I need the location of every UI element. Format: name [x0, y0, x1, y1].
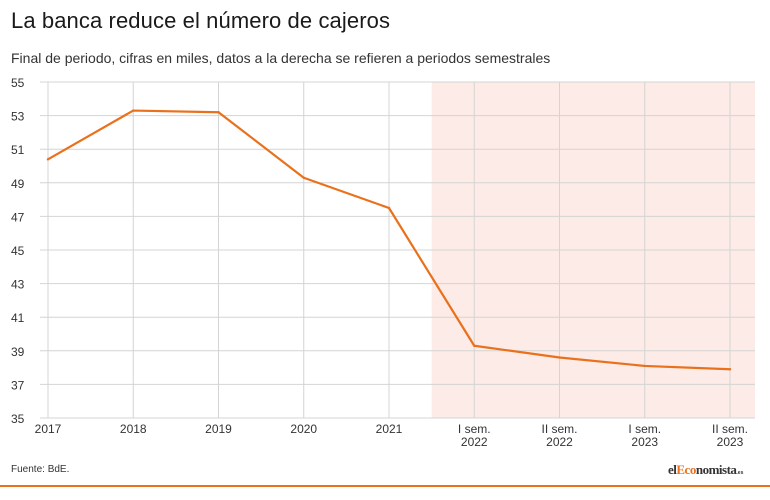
footer-divider: [0, 485, 770, 487]
y-tick-label: 45: [11, 244, 25, 258]
y-tick-label: 49: [11, 177, 25, 191]
y-tick-label: 47: [11, 210, 25, 224]
x-tick-label: II sem.: [541, 422, 577, 436]
x-tick-label: 2023: [631, 435, 658, 449]
brand-prefix: el: [668, 462, 677, 477]
x-tick-label: 2023: [717, 435, 744, 449]
y-tick-label: 51: [11, 143, 25, 157]
x-tick-label: 2019: [205, 422, 232, 436]
data-point: [387, 206, 391, 210]
data-point: [473, 344, 476, 347]
x-tick-label: 2021: [376, 422, 403, 436]
chart-subtitle: Final de periodo, cifras en miles, datos…: [11, 50, 551, 66]
x-tick-label: II sem.: [712, 422, 748, 436]
y-tick-label: 39: [11, 345, 25, 359]
data-point: [217, 111, 220, 114]
y-tick-label: 35: [11, 412, 25, 426]
x-tick-label: 2022: [461, 435, 488, 449]
source-note: Fuente: BdE.: [11, 464, 70, 475]
x-tick-label: 2020: [290, 422, 317, 436]
line-chart: 35 37 39 41 43 45 47 49 51 53 55 2017 2018 2019 2020 20…: [11, 76, 755, 449]
data-point: [46, 158, 50, 161]
brand-logo: elEconomista.es: [668, 462, 743, 478]
y-tick-label: 55: [11, 76, 25, 90]
y-tick-label: 41: [11, 311, 25, 325]
x-tick-label: 2017: [35, 422, 62, 436]
data-point: [132, 109, 135, 112]
data-point: [558, 356, 561, 359]
brand-highlight: Eco: [676, 462, 696, 477]
data-point: [302, 176, 305, 179]
y-tick-label: 37: [11, 378, 25, 392]
data-point: [728, 368, 732, 371]
y-tick-label: 43: [11, 278, 25, 292]
data-point: [643, 364, 646, 368]
x-tick-label: 2018: [120, 422, 147, 436]
chart-title: La banca reduce el número de cajeros: [11, 8, 391, 33]
x-tick-label: 2022: [546, 435, 573, 449]
x-tick-label: I sem.: [628, 422, 661, 436]
brand-suffix: .es: [736, 470, 744, 476]
x-tick-label: I sem.: [458, 422, 491, 436]
y-tick-label: 53: [11, 110, 25, 124]
brand-main: nomista: [695, 462, 737, 477]
